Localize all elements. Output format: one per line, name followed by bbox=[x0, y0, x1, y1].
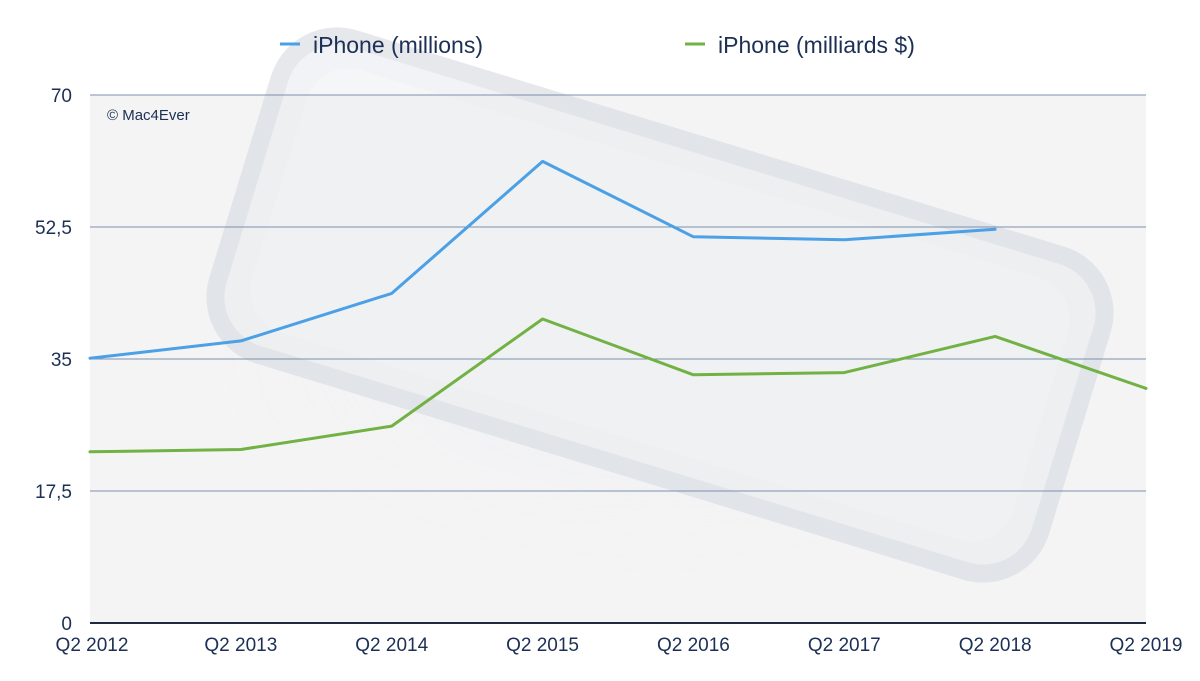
legend-label: iPhone (millions) bbox=[313, 32, 483, 58]
y-tick-label: 70 bbox=[51, 86, 72, 107]
series-line-2 bbox=[88, 317, 1148, 454]
x-tick-label: Q2 2019 bbox=[1110, 635, 1183, 656]
y-axis-tick-labels: 0 17,5 35 52,5 70 bbox=[35, 86, 72, 635]
x-tick-label: Q2 2012 bbox=[56, 635, 129, 656]
series-lines bbox=[88, 159, 1148, 454]
y-tick-label: 52,5 bbox=[35, 218, 72, 239]
y-tick-label: 35 bbox=[51, 350, 72, 371]
y-tick-label: 0 bbox=[61, 614, 72, 635]
x-tick-label: Q2 2013 bbox=[204, 635, 277, 656]
x-tick-label: Q2 2017 bbox=[808, 635, 881, 656]
x-tick-label: Q2 2018 bbox=[959, 635, 1032, 656]
x-axis-tick-labels: Q2 2012 Q2 2013 Q2 2014 Q2 2015 Q2 2016 Q2 20… bbox=[56, 635, 1183, 656]
x-tick-label: Q2 2016 bbox=[657, 635, 730, 656]
grid-lines bbox=[90, 94, 1146, 624]
legend: iPhone (millions) iPhone (milliards $) bbox=[280, 32, 915, 58]
series-line-1 bbox=[88, 159, 997, 360]
watermark-text: © Mac4Ever bbox=[107, 107, 190, 124]
x-tick-label: Q2 2015 bbox=[506, 635, 579, 656]
x-tick-label: Q2 2014 bbox=[355, 635, 428, 656]
background-phone-image bbox=[190, 27, 1130, 590]
y-tick-label: 17,5 bbox=[35, 482, 72, 503]
legend-label: iPhone (milliards $) bbox=[718, 32, 915, 58]
